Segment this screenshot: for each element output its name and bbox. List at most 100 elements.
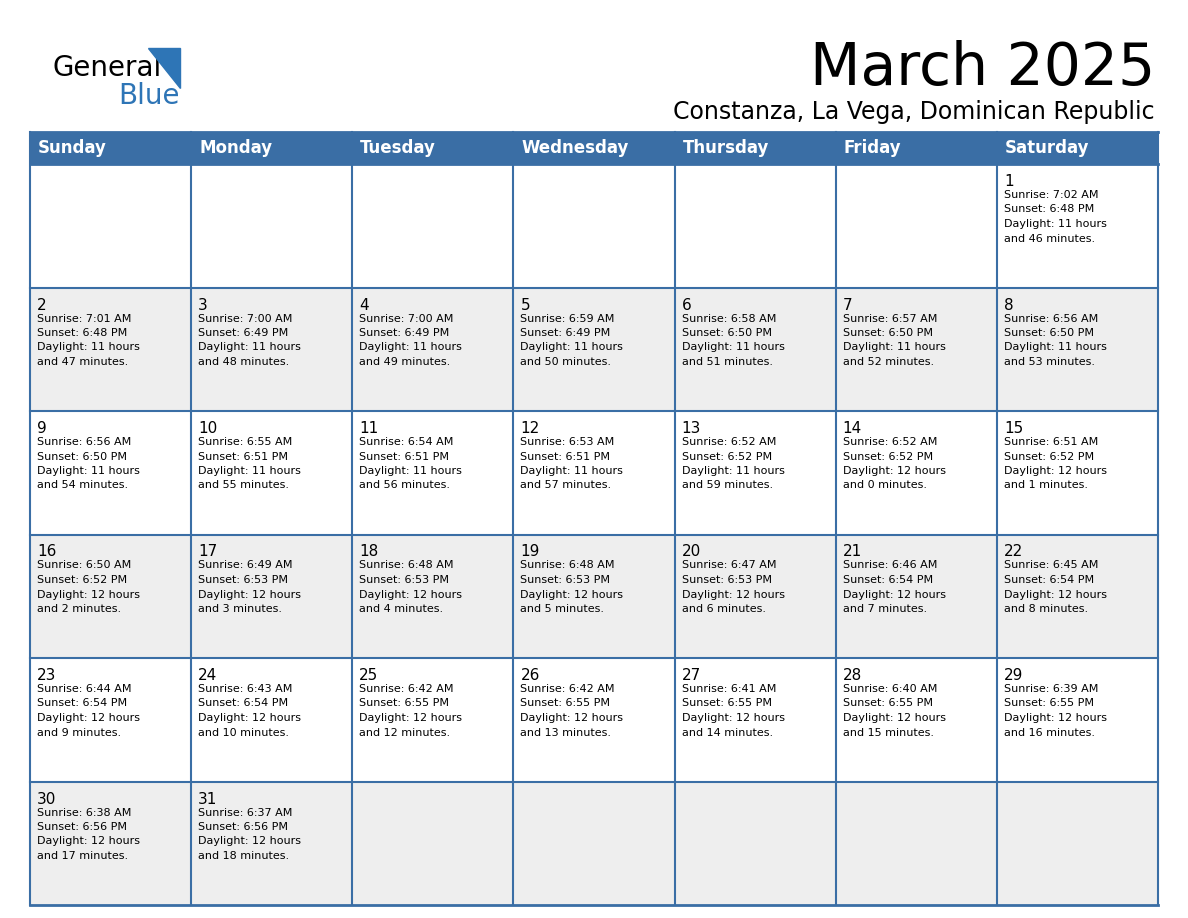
Bar bbox=[675, 411, 835, 534]
Text: Daylight: 11 hours: Daylight: 11 hours bbox=[359, 466, 462, 476]
Text: Daylight: 11 hours: Daylight: 11 hours bbox=[842, 342, 946, 353]
Text: Daylight: 12 hours: Daylight: 12 hours bbox=[842, 713, 946, 723]
Text: Sunrise: 6:43 AM: Sunrise: 6:43 AM bbox=[198, 684, 292, 694]
Bar bbox=[835, 658, 997, 781]
Text: 15: 15 bbox=[1004, 421, 1023, 436]
Text: Sunrise: 6:52 AM: Sunrise: 6:52 AM bbox=[842, 437, 937, 447]
Bar bbox=[353, 781, 513, 905]
Text: and 3 minutes.: and 3 minutes. bbox=[198, 604, 282, 614]
Text: Sunset: 6:53 PM: Sunset: 6:53 PM bbox=[198, 575, 289, 585]
Text: and 12 minutes.: and 12 minutes. bbox=[359, 727, 450, 737]
Text: Sunrise: 7:00 AM: Sunrise: 7:00 AM bbox=[198, 314, 292, 323]
Text: Monday: Monday bbox=[200, 139, 272, 157]
Text: and 47 minutes.: and 47 minutes. bbox=[37, 357, 128, 367]
Text: and 9 minutes.: and 9 minutes. bbox=[37, 727, 121, 737]
Bar bbox=[30, 658, 191, 781]
Text: and 10 minutes.: and 10 minutes. bbox=[198, 727, 289, 737]
Text: and 1 minutes.: and 1 minutes. bbox=[1004, 480, 1088, 490]
Bar bbox=[191, 287, 353, 411]
Text: Sunset: 6:56 PM: Sunset: 6:56 PM bbox=[198, 822, 289, 832]
Bar bbox=[353, 534, 513, 658]
Text: Blue: Blue bbox=[118, 82, 179, 110]
Bar bbox=[30, 132, 191, 164]
Text: 10: 10 bbox=[198, 421, 217, 436]
Text: and 4 minutes.: and 4 minutes. bbox=[359, 604, 443, 614]
Bar bbox=[997, 164, 1158, 287]
Text: and 16 minutes.: and 16 minutes. bbox=[1004, 727, 1095, 737]
Text: Sunrise: 6:53 AM: Sunrise: 6:53 AM bbox=[520, 437, 614, 447]
Bar bbox=[513, 164, 675, 287]
Text: and 56 minutes.: and 56 minutes. bbox=[359, 480, 450, 490]
Text: 23: 23 bbox=[37, 668, 56, 683]
Bar bbox=[353, 132, 513, 164]
Bar bbox=[675, 164, 835, 287]
Text: Sunrise: 6:49 AM: Sunrise: 6:49 AM bbox=[198, 561, 292, 570]
Text: 5: 5 bbox=[520, 297, 530, 312]
Text: Sunrise: 6:45 AM: Sunrise: 6:45 AM bbox=[1004, 561, 1098, 570]
Text: Sunrise: 7:00 AM: Sunrise: 7:00 AM bbox=[359, 314, 454, 323]
Text: Sunset: 6:51 PM: Sunset: 6:51 PM bbox=[359, 452, 449, 462]
Text: Daylight: 11 hours: Daylight: 11 hours bbox=[198, 342, 301, 353]
Text: Sunset: 6:50 PM: Sunset: 6:50 PM bbox=[37, 452, 127, 462]
Bar bbox=[835, 534, 997, 658]
Text: 19: 19 bbox=[520, 544, 539, 559]
Text: General: General bbox=[52, 54, 162, 82]
Bar bbox=[835, 287, 997, 411]
Bar bbox=[513, 658, 675, 781]
Text: Sunset: 6:53 PM: Sunset: 6:53 PM bbox=[359, 575, 449, 585]
Text: Sunrise: 7:02 AM: Sunrise: 7:02 AM bbox=[1004, 190, 1099, 200]
Bar bbox=[513, 781, 675, 905]
Text: Sunset: 6:54 PM: Sunset: 6:54 PM bbox=[37, 699, 127, 709]
Text: Sunrise: 6:48 AM: Sunrise: 6:48 AM bbox=[359, 561, 454, 570]
Text: Sunset: 6:55 PM: Sunset: 6:55 PM bbox=[842, 699, 933, 709]
Text: Sunset: 6:52 PM: Sunset: 6:52 PM bbox=[37, 575, 127, 585]
Bar bbox=[835, 164, 997, 287]
Text: 16: 16 bbox=[37, 544, 56, 559]
Text: Daylight: 11 hours: Daylight: 11 hours bbox=[520, 342, 624, 353]
Text: Daylight: 12 hours: Daylight: 12 hours bbox=[842, 466, 946, 476]
Text: 28: 28 bbox=[842, 668, 862, 683]
Text: 14: 14 bbox=[842, 421, 862, 436]
Text: Sunset: 6:50 PM: Sunset: 6:50 PM bbox=[842, 328, 933, 338]
Text: Sunrise: 6:52 AM: Sunrise: 6:52 AM bbox=[682, 437, 776, 447]
Bar bbox=[675, 658, 835, 781]
Text: 2: 2 bbox=[37, 297, 46, 312]
Text: Daylight: 12 hours: Daylight: 12 hours bbox=[359, 713, 462, 723]
Text: Sunset: 6:54 PM: Sunset: 6:54 PM bbox=[1004, 575, 1094, 585]
Text: and 49 minutes.: and 49 minutes. bbox=[359, 357, 450, 367]
Text: Sunrise: 6:37 AM: Sunrise: 6:37 AM bbox=[198, 808, 292, 818]
Text: Sunrise: 6:39 AM: Sunrise: 6:39 AM bbox=[1004, 684, 1098, 694]
Bar bbox=[191, 658, 353, 781]
Text: Sunset: 6:52 PM: Sunset: 6:52 PM bbox=[682, 452, 772, 462]
Text: Daylight: 12 hours: Daylight: 12 hours bbox=[520, 713, 624, 723]
Text: Sunrise: 6:42 AM: Sunrise: 6:42 AM bbox=[520, 684, 615, 694]
Text: Sunrise: 6:41 AM: Sunrise: 6:41 AM bbox=[682, 684, 776, 694]
Text: and 0 minutes.: and 0 minutes. bbox=[842, 480, 927, 490]
Bar bbox=[835, 781, 997, 905]
Text: Daylight: 12 hours: Daylight: 12 hours bbox=[520, 589, 624, 599]
Bar bbox=[835, 411, 997, 534]
Text: 8: 8 bbox=[1004, 297, 1013, 312]
Text: and 55 minutes.: and 55 minutes. bbox=[198, 480, 289, 490]
Text: Saturday: Saturday bbox=[1005, 139, 1089, 157]
Bar bbox=[997, 658, 1158, 781]
Text: Sunrise: 6:58 AM: Sunrise: 6:58 AM bbox=[682, 314, 776, 323]
Text: Sunrise: 6:48 AM: Sunrise: 6:48 AM bbox=[520, 561, 615, 570]
Bar bbox=[353, 411, 513, 534]
Text: 7: 7 bbox=[842, 297, 852, 312]
Text: Sunset: 6:52 PM: Sunset: 6:52 PM bbox=[842, 452, 933, 462]
Text: Daylight: 12 hours: Daylight: 12 hours bbox=[842, 589, 946, 599]
Bar bbox=[191, 132, 353, 164]
Bar bbox=[997, 781, 1158, 905]
Text: and 53 minutes.: and 53 minutes. bbox=[1004, 357, 1095, 367]
Text: 26: 26 bbox=[520, 668, 539, 683]
Text: and 18 minutes.: and 18 minutes. bbox=[198, 851, 289, 861]
Text: Sunset: 6:54 PM: Sunset: 6:54 PM bbox=[198, 699, 289, 709]
Bar bbox=[191, 781, 353, 905]
Text: 20: 20 bbox=[682, 544, 701, 559]
Text: Daylight: 12 hours: Daylight: 12 hours bbox=[1004, 589, 1107, 599]
Text: Sunset: 6:50 PM: Sunset: 6:50 PM bbox=[1004, 328, 1094, 338]
Text: Daylight: 12 hours: Daylight: 12 hours bbox=[198, 713, 301, 723]
Text: 31: 31 bbox=[198, 791, 217, 807]
Text: 17: 17 bbox=[198, 544, 217, 559]
